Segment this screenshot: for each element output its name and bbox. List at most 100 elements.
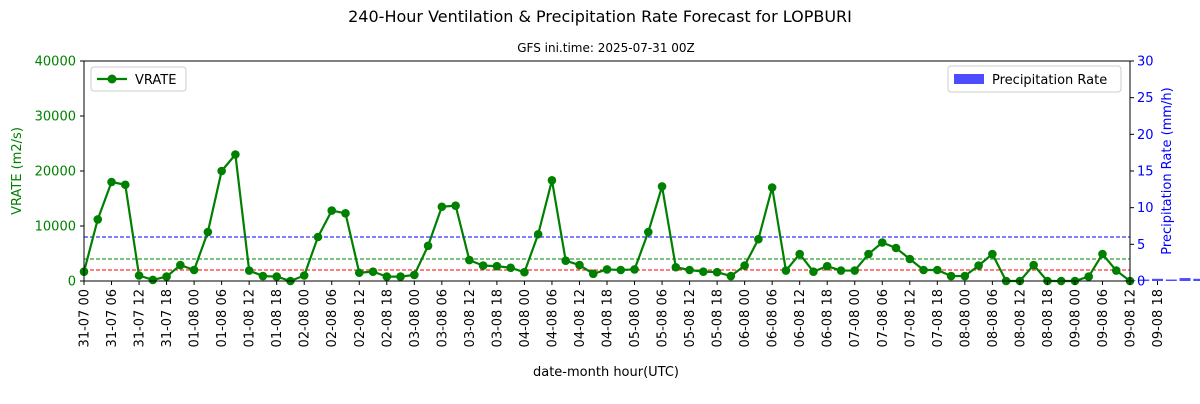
x-tick-label: 06-08 00 [738,289,753,347]
vrate-point [451,201,460,210]
vrate-point [1098,249,1107,259]
vrate-point [313,232,323,242]
left-y-tick-label: 0 [68,275,76,290]
x-tick-label: 09-08 12 [1124,289,1139,347]
vrate-point [891,243,901,253]
precip-bar [1179,278,1191,281]
left-y-tick-label: 30000 [35,110,76,125]
right-axis: 0 5 10 15 20 25 30 [1130,55,1154,290]
x-tick-label: 03-08 18 [490,289,505,347]
vrate-point [795,249,804,259]
right-y-tick-label: 5 [1137,238,1145,253]
vrate-point [1111,266,1121,275]
vrate-point [299,271,309,280]
vrate-point [561,256,571,265]
precip-bar [1138,279,1150,281]
precip-bar [1152,278,1164,281]
right-y-tick-label: 10 [1137,201,1154,216]
x-tick-label: 04-08 12 [573,289,588,347]
vrate-point [974,261,983,270]
vrate-point [602,265,612,274]
left-axis: 0 10000 20000 30000 40000 [35,55,84,290]
x-tick-label: 09-08 18 [1151,289,1166,347]
precip-bars-layer [1124,278,1200,281]
right-y-tick-label: 0 [1137,275,1145,290]
x-tick-label: 01-08 00 [188,289,203,347]
x-tick-label: 03-08 00 [408,289,423,347]
vrate-point [327,206,337,215]
x-tick-label: 02-08 06 [325,289,340,347]
legend-vrate: VRATE [90,66,187,92]
vrate-point [726,271,736,281]
x-tick-label: 08-08 18 [1041,289,1056,347]
legend-precip-label: Precipitation Rate [992,73,1107,88]
vrate-point [217,166,226,176]
vrate-point [465,255,474,265]
vrate-point [767,183,777,192]
vrate-point [809,267,818,276]
legend-vrate-box [90,66,187,92]
vrate-point [822,261,832,271]
vrate-point [368,267,378,276]
chart-subtitle: GFS ini.time: 2025-07-31 00Z [517,41,695,55]
x-tick-label: 08-08 12 [1013,289,1028,347]
vrate-point [107,177,116,187]
vrate-point [244,266,254,275]
vrate-point [423,241,433,251]
x-tick-label: 02-08 12 [353,289,368,347]
legend-vrate-marker [107,74,117,84]
x-tick-label: 09-08 00 [1068,289,1083,347]
vrate-point [671,262,681,272]
vrate-point [588,269,598,279]
x-tick-label: 07-08 12 [903,289,918,347]
vrate-point [657,182,667,191]
vrate-point [740,261,749,270]
x-tick-label: 04-08 00 [518,289,533,347]
x-tick-label: 31-07 00 [78,289,93,347]
legend-precip-box [947,65,1122,93]
vrate-point [933,265,942,275]
precip-bar [1193,278,1200,281]
vrate-point [203,227,213,237]
reference-lines-layer [84,236,1130,271]
x-tick-label: 03-08 06 [435,289,450,347]
x-tick-label: 03-08 12 [463,289,478,347]
vrate-point [547,176,557,185]
vrate-point [478,261,488,270]
vrate-point [850,266,860,275]
vrate-point [437,202,447,212]
vrate-point [712,267,722,277]
x-tick-label: 06-08 06 [766,289,781,347]
y-axis-label-left: VRATE (m2/s) [10,127,25,215]
legend-precip-swatch [954,74,984,84]
vrate-point [410,270,419,280]
x-tick-label: 02-08 18 [380,289,395,347]
vrate-point [93,215,103,224]
vrate-point [836,266,846,275]
x-tick-label: 31-07 18 [160,289,175,347]
vrate-point [134,271,144,280]
vrate-line [82,153,1131,283]
left-y-tick-label: 10000 [35,220,76,235]
vrate-point [396,272,405,281]
vrate-point [754,234,763,244]
vrate-point [575,260,584,270]
legend-vrate-label: VRATE [135,73,176,88]
x-tick-label: 05-08 18 [711,289,726,347]
x-tick-label: 02-08 00 [298,289,313,347]
y-axis-label-right: Precipitation Rate (mm/h) [1160,87,1175,254]
legend-precipitation: Precipitation Rate [947,65,1122,93]
vrate-point [258,271,268,281]
vrate-point [685,265,694,275]
vrate-point [630,265,639,274]
x-tick-label: 08-08 06 [986,289,1001,347]
vrate-point [162,272,171,281]
x-tick-label: 05-08 12 [683,289,698,347]
x-tick-label: 01-08 06 [215,289,230,347]
vrate-point [699,267,708,276]
right-y-tick-label: 15 [1137,165,1154,180]
x-tick-label: 04-08 18 [601,289,616,347]
precip-bar [1165,279,1177,281]
vrate-point [520,267,529,277]
